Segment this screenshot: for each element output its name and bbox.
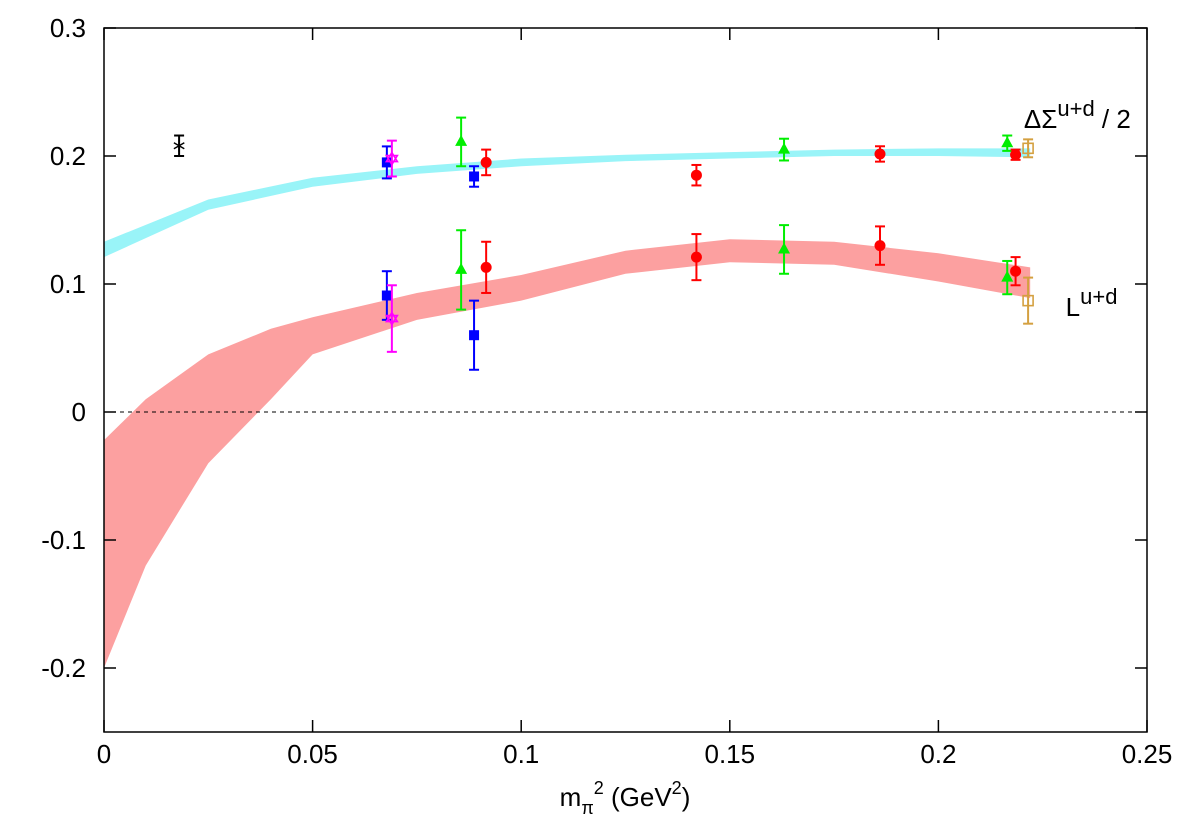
marker xyxy=(381,290,392,301)
data-point-triangle xyxy=(1001,259,1014,296)
x-tick-label: 0.05 xyxy=(287,739,338,769)
fit-bands xyxy=(104,148,1031,668)
data-point-square xyxy=(469,299,480,371)
data-point-triangle xyxy=(455,229,468,311)
y-tick-label: 0 xyxy=(72,397,86,427)
x-axis-label: mπ2 (GeV2) xyxy=(560,778,691,818)
data-point-star xyxy=(173,134,185,157)
data-point-circle xyxy=(1010,256,1022,287)
label-base: ΔΣ xyxy=(1024,104,1057,134)
marker xyxy=(1010,265,1022,277)
marker xyxy=(480,261,492,273)
y-tick-label: 0.1 xyxy=(50,269,86,299)
label-sup: u+d xyxy=(1057,96,1094,121)
series-label-l: Lu+d xyxy=(1066,284,1118,322)
y-tick-label: -0.1 xyxy=(41,525,86,555)
marker xyxy=(384,154,399,167)
marker xyxy=(384,311,399,323)
marker xyxy=(690,169,702,181)
marker xyxy=(455,134,468,146)
annotations: ΔΣu+d / 2Lu+d xyxy=(1024,96,1131,322)
plot-frame xyxy=(103,27,1148,733)
marker xyxy=(455,262,468,274)
data-point-triangle xyxy=(778,224,791,275)
data-point-square xyxy=(381,145,392,180)
data-points xyxy=(173,116,1034,371)
data-point-circle xyxy=(874,145,886,163)
data-point-circle xyxy=(480,240,492,294)
x-tick-label: 0.15 xyxy=(704,739,755,769)
marker xyxy=(874,240,886,252)
marker xyxy=(384,151,399,163)
marker xyxy=(1022,142,1034,155)
data-point-square xyxy=(469,165,480,188)
marker xyxy=(1001,270,1014,282)
x-tick-label: 0.1 xyxy=(503,739,539,769)
marker xyxy=(778,142,791,154)
axis-ticks: 0 0.05 0.1 0.15 0.2 0.25 -0.2 -0.1 0 0.1 0.2 0.3 xyxy=(41,13,1172,769)
series-label-dsigma: ΔΣu+d / 2 xyxy=(1024,96,1131,134)
label-base: L xyxy=(1066,292,1080,322)
data-point-open-square xyxy=(1022,276,1034,325)
label-tail: / 2 xyxy=(1095,104,1131,134)
data-point-hexagram xyxy=(384,284,399,353)
x-tick-label: 0.2 xyxy=(920,739,956,769)
label-sup: u+d xyxy=(1080,284,1117,309)
data-point-triangle xyxy=(778,137,791,162)
x-tick-label: 0.25 xyxy=(1122,739,1173,769)
marker xyxy=(1022,294,1034,307)
y-tick-label: 0.2 xyxy=(50,141,86,171)
marker xyxy=(778,242,791,254)
data-point-triangle xyxy=(455,116,468,168)
marker xyxy=(874,148,886,160)
marker xyxy=(1001,136,1014,148)
data-point-open-square xyxy=(1022,138,1034,159)
y-tick-label: -0.2 xyxy=(41,653,86,683)
fit-band-1 xyxy=(104,239,1031,668)
data-point-circle xyxy=(1010,148,1022,161)
marker xyxy=(1010,149,1022,161)
data-point-circle xyxy=(690,163,702,187)
marker xyxy=(173,142,185,150)
data-point-circle xyxy=(690,233,702,282)
marker xyxy=(469,330,480,341)
data-point-circle xyxy=(480,148,492,177)
y-tick-label: 0.3 xyxy=(50,13,86,43)
marker xyxy=(381,157,392,168)
marker xyxy=(469,171,480,182)
x-tick-label: 0 xyxy=(97,739,111,769)
data-point-circle xyxy=(874,225,886,266)
data-point-hexagram xyxy=(384,139,399,178)
data-point-triangle xyxy=(1001,134,1014,152)
marker xyxy=(384,314,399,327)
fit-band-0 xyxy=(104,148,1031,258)
marker xyxy=(480,156,492,168)
marker xyxy=(690,251,702,263)
